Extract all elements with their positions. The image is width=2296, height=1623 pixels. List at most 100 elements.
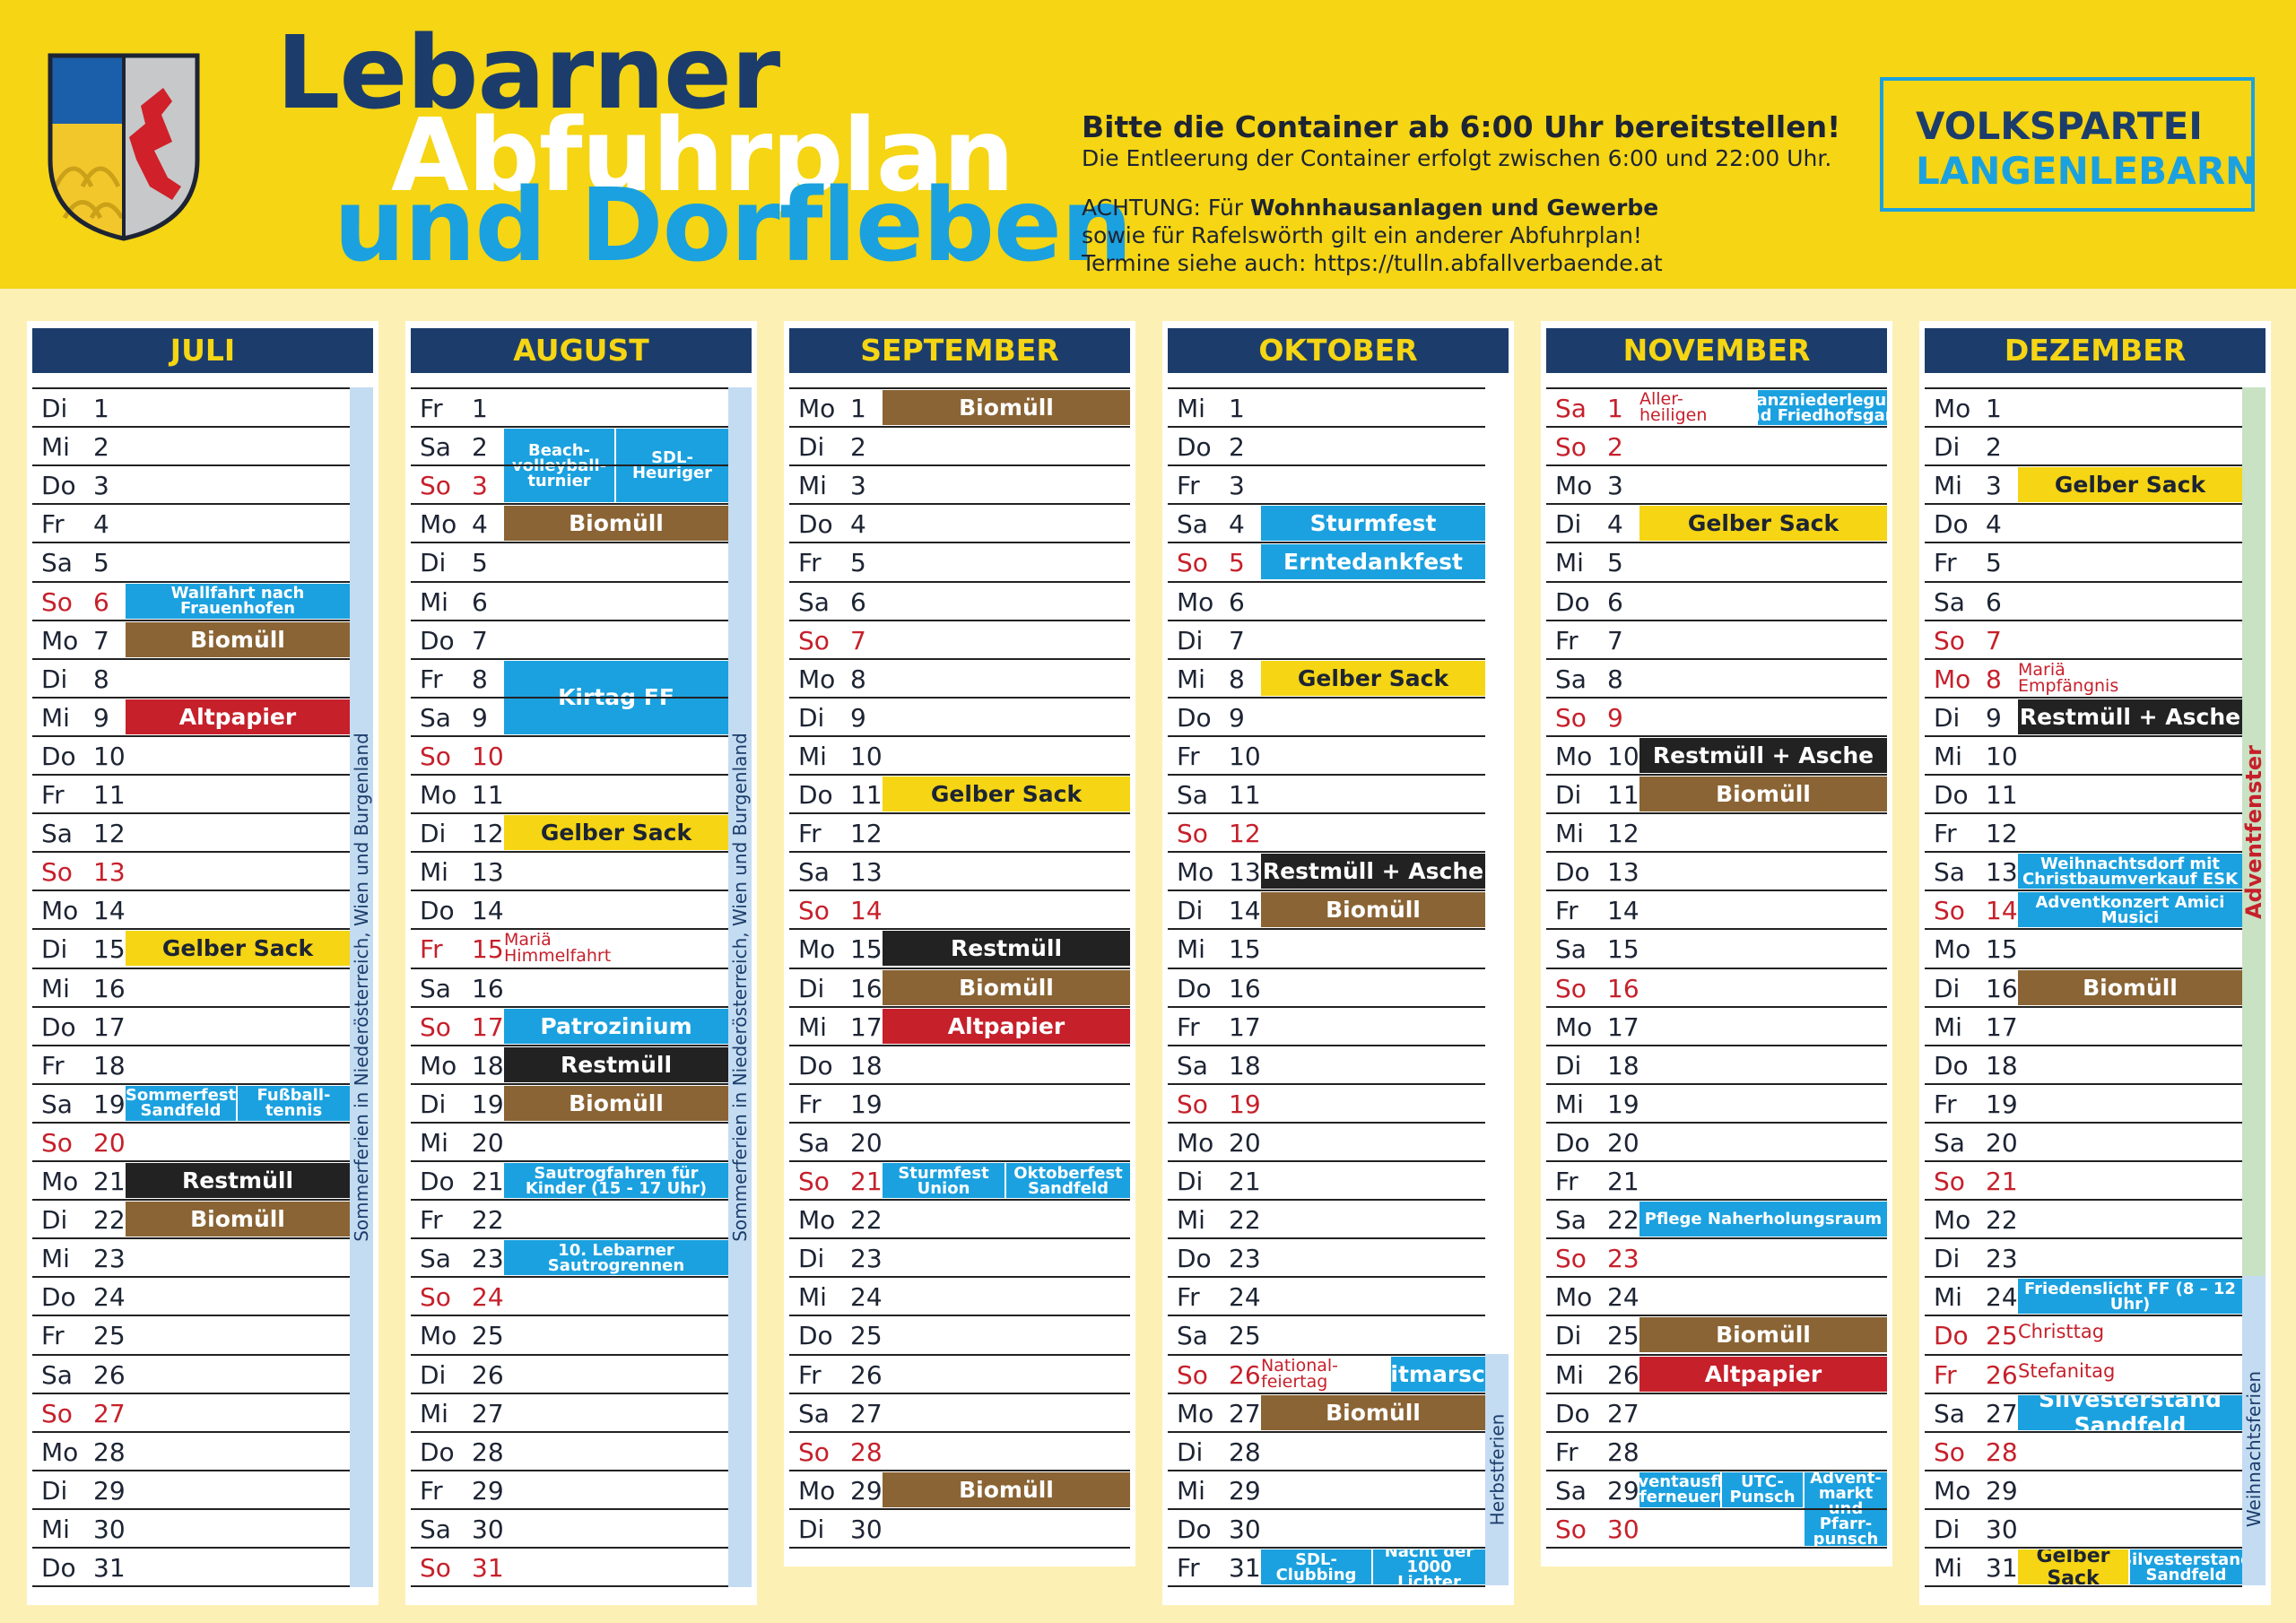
day-number: 4 xyxy=(1607,509,1623,540)
header-banner: Lebarner Abfuhrplan und Dorfleben Bitte … xyxy=(0,0,2296,289)
weekday-label: Mo xyxy=(41,625,79,655)
day-row: Di 15 Gelber Sack xyxy=(32,928,350,967)
day-number: 13 xyxy=(1986,857,2018,888)
day-row: Mo 6 xyxy=(1168,580,1485,620)
day-number: 21 xyxy=(93,1167,126,1196)
day-row: Sa 20 xyxy=(789,1121,1130,1160)
day-row: Mo 8 xyxy=(789,657,1130,697)
day-row: Di 25 Biomüll xyxy=(1546,1315,1887,1353)
day-number: 28 xyxy=(1986,1436,2018,1467)
weekday-label: So xyxy=(420,1553,451,1583)
month-column-august: AUGUST Sommerferien in Niederösterreich, … xyxy=(405,321,757,1606)
day-number: 21 xyxy=(1607,1167,1639,1196)
weekday-label: So xyxy=(1934,1436,1965,1467)
day-row: Mo 7 Biomüll xyxy=(32,619,350,658)
day-number: 29 xyxy=(472,1475,504,1506)
weekday-label: So xyxy=(420,471,451,501)
weekday-label: Fr xyxy=(420,1475,443,1506)
weekday-label: Mo xyxy=(1177,1398,1214,1428)
day-row: Mo 11 xyxy=(411,774,728,812)
day-number: 16 xyxy=(1986,973,2018,1003)
day-row: Mi 12 xyxy=(1546,812,1887,851)
weekday-label: Sa xyxy=(1555,1475,1587,1506)
day-row: Fr 28 xyxy=(1546,1430,1887,1470)
day-row: Fr 26 Stefanitag xyxy=(1925,1353,2242,1393)
day-number: 21 xyxy=(1986,1167,2018,1196)
day-number: 29 xyxy=(850,1475,883,1506)
day-row: Sa 23 10. Lebarner Sautrogrennen xyxy=(411,1237,728,1276)
weekday-label: Mi xyxy=(798,741,827,771)
day-number: 16 xyxy=(472,973,504,1003)
day-number: 14 xyxy=(472,896,504,926)
day-number: 12 xyxy=(850,819,883,849)
weekday-label: Sa xyxy=(41,1089,73,1119)
day-number: 23 xyxy=(1607,1244,1639,1274)
weekday-label: Fr xyxy=(1177,1011,1200,1042)
day-row: So 7 xyxy=(789,619,1130,658)
weekday-label: Di xyxy=(1555,780,1582,810)
day-row: Fr 26 xyxy=(789,1353,1130,1393)
weekday-label: Mo xyxy=(1934,1205,1971,1236)
adventfenster-label: Adventfenster xyxy=(2241,387,2266,1276)
weekday-label: Mo xyxy=(420,509,457,540)
day-row: Mo 15 xyxy=(1925,928,2242,967)
day-number: 3 xyxy=(850,471,866,501)
event-blue: Silvesterstand Sandfeld xyxy=(2018,1394,2242,1430)
day-row: Di 2 xyxy=(789,426,1130,464)
weekday-label: Mi xyxy=(1177,934,1205,965)
weekday-label: Do xyxy=(1934,509,1969,540)
weekday-label: So xyxy=(41,1398,73,1428)
weekday-label: Di xyxy=(41,664,68,694)
weekday-label: Sa xyxy=(798,857,830,888)
day-row: Di 22 Biomüll xyxy=(32,1199,350,1237)
event-blue: Sturmfest xyxy=(1261,506,1485,542)
day-list: Adventfenster Weihnachtsferien Mo 1 Di 2 Mi 3 Ge… xyxy=(1925,387,2266,1588)
weekday-label: Di xyxy=(1177,625,1204,655)
weihnachtsferien-bar xyxy=(2242,1276,2266,1586)
day-number: 2 xyxy=(850,432,866,463)
weekday-label: Do xyxy=(41,1553,76,1583)
weekday-label: Mi xyxy=(1934,471,1962,501)
day-number: 10 xyxy=(1229,741,1261,771)
day-number: 21 xyxy=(1229,1167,1261,1196)
day-number: 17 xyxy=(472,1011,504,1042)
day-row: Sa 6 xyxy=(1925,580,2242,620)
adventfenster-bar xyxy=(2242,387,2266,1277)
day-row: Do 28 xyxy=(411,1430,728,1470)
day-row: Mo 25 xyxy=(411,1315,728,1353)
day-row: So 17 Patrozinium xyxy=(411,1005,728,1045)
weekday-label: Fr xyxy=(1177,1282,1200,1313)
day-number: 22 xyxy=(1607,1205,1639,1236)
day-row: Di 19 Biomüll xyxy=(411,1082,728,1122)
weekday-label: Mi xyxy=(1555,819,1584,849)
weekday-label: Do xyxy=(1177,973,1212,1003)
event-blue: 10. Lebarner Sautrogrennen xyxy=(504,1240,728,1276)
day-number: 10 xyxy=(1986,741,2018,771)
collection-notice: Bitte die Container ab 6:00 Uhr bereitst… xyxy=(1082,109,1853,277)
day-number: 13 xyxy=(93,857,126,888)
weekday-label: Mo xyxy=(1934,934,1971,965)
day-row: Mi 8 Gelber Sack xyxy=(1168,657,1485,697)
day-number: 13 xyxy=(850,857,883,888)
day-row: Sa 5 xyxy=(32,542,350,580)
day-number: 27 xyxy=(1229,1398,1261,1428)
sommerferien-text: Sommerferien in Niederösterreich, Wien u… xyxy=(351,733,372,1242)
day-row: Di 16 Biomüll xyxy=(1925,967,2242,1006)
holiday-label: Mariä Empfängnis xyxy=(2018,659,2119,696)
day-number: 28 xyxy=(472,1436,504,1467)
day-number: 30 xyxy=(850,1514,883,1544)
weekday-label: So xyxy=(1177,548,1208,578)
day-row: Mo 18 Restmüll xyxy=(411,1044,728,1083)
day-list: Herbstferien Mi 1 Do 2 Fr 3 Sa 4 Sturmfest So 5 Ernt… xyxy=(1168,387,1509,1588)
day-row: Do 11 xyxy=(1925,774,2242,812)
weekday-label: Do xyxy=(1934,780,1969,810)
weekday-label: Mo xyxy=(798,934,836,965)
day-number: 12 xyxy=(1986,819,2018,849)
weekday-label: Mi xyxy=(798,1011,827,1042)
day-row: Di 29 xyxy=(32,1469,350,1508)
weekday-label: Sa xyxy=(1177,1321,1208,1351)
day-row: Mi 26 Altpapier xyxy=(1546,1353,1887,1393)
attention-line-3: Termine siehe auch: https://tulln.abfall… xyxy=(1082,250,1663,276)
event-brown: Biomüll xyxy=(883,390,1130,425)
